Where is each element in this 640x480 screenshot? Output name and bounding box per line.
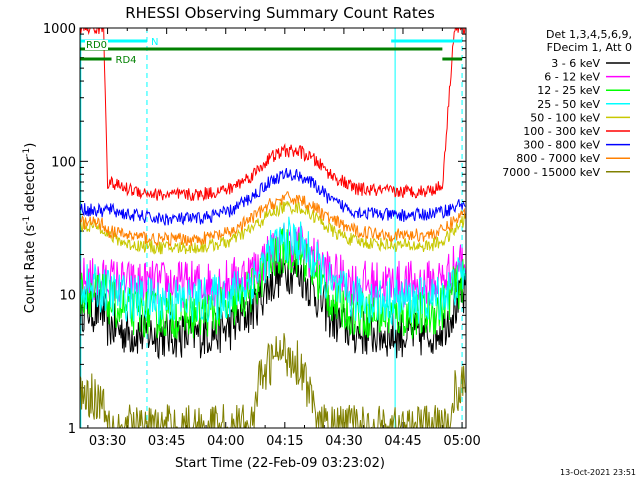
legend-header-line-1: Det 1,3,4,5,6,9, xyxy=(546,28,632,41)
annotation-label-bg-1 xyxy=(85,40,108,50)
y-tick-label-3: 1000 xyxy=(43,22,76,37)
series-line-8 xyxy=(80,333,466,428)
legend-header-line-2: FDecim 1, Att 0 xyxy=(547,41,632,54)
legend-label-3: 25 - 50 keV xyxy=(537,98,600,111)
chart-title: RHESSI Observing Summary Count Rates xyxy=(125,4,435,22)
ylabel-sup1: -1 xyxy=(22,216,32,225)
legend-label-4: 50 - 100 keV xyxy=(530,111,600,124)
series-group xyxy=(80,28,466,428)
legend-label-5: 100 - 300 keV xyxy=(523,125,600,138)
legend-label-0: 3 - 6 keV xyxy=(551,57,600,70)
legend: Det 1,3,4,5,6,9, FDecim 1, Att 0 3 - 6 k… xyxy=(502,28,632,179)
plot-frame xyxy=(79,27,467,429)
y-tick-label-0: 1 xyxy=(68,422,76,437)
x-axis-label: Start Time (22-Feb-09 03:23:02) xyxy=(175,456,385,471)
legend-label-6: 300 - 800 keV xyxy=(523,139,600,152)
y-axis-label: Count Rate (s-1 detector-1) xyxy=(22,143,38,314)
ylabel-mid: detector xyxy=(23,156,38,216)
annotation-label-0: N xyxy=(151,37,158,48)
series-line-6 xyxy=(80,167,466,226)
ylabel-sup2: -1 xyxy=(22,148,32,157)
legend-label-8: 7000 - 15000 keV xyxy=(502,166,600,179)
plot-area xyxy=(80,28,463,428)
x-tick-label-5: 04:45 xyxy=(384,434,421,449)
series-line-5 xyxy=(80,28,466,202)
series-line-3 xyxy=(80,216,466,327)
x-tick-label-0: 03:30 xyxy=(89,434,126,449)
x-axis-ticks: 03:30 03:45 04:00 04:15 04:30 04:45 05:00 xyxy=(87,28,481,449)
series-line-0 xyxy=(80,248,466,360)
x-tick-label-3: 04:15 xyxy=(266,434,303,449)
series-line-7 xyxy=(80,191,466,248)
x-tick-label-6: 05:00 xyxy=(443,434,480,449)
legend-label-1: 6 - 12 keV xyxy=(544,71,600,84)
ylabel-end: ) xyxy=(23,143,38,148)
y-tick-label-2: 100 xyxy=(51,155,76,170)
annotation-group: N RD0 RD4 xyxy=(80,37,463,66)
x-tick-label-4: 04:30 xyxy=(325,434,362,449)
x-tick-label-1: 03:45 xyxy=(148,434,185,449)
annotation-label-2: RD4 xyxy=(116,55,137,66)
y-tick-label-1: 10 xyxy=(59,289,76,304)
footer-date: 13-Oct-2021 23:51 xyxy=(560,468,636,477)
legend-label-7: 800 - 7000 keV xyxy=(516,152,600,165)
series-line-4 xyxy=(80,200,466,255)
legend-label-2: 12 - 25 keV xyxy=(537,84,600,97)
ylabel-main: Count Rate (s xyxy=(23,225,38,314)
annotation-label-1: RD0 xyxy=(86,40,107,51)
x-tick-label-2: 04:00 xyxy=(207,434,244,449)
